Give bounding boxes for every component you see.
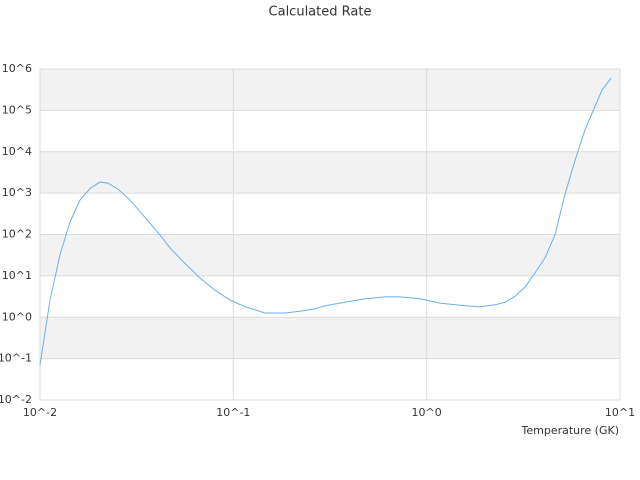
y-tick-label: 10^4 — [2, 145, 32, 158]
chart-title: Calculated Rate — [269, 5, 372, 20]
y-tick-label: 10^-1 — [0, 352, 32, 365]
plot-bands — [40, 69, 620, 359]
x-tick-label: 10^-2 — [23, 406, 57, 419]
y-tick-label: 10^3 — [2, 186, 32, 199]
x-axis-label: Temperature (GK) — [521, 424, 620, 437]
x-tick-label: 10^0 — [412, 406, 442, 419]
y-tick-label: 10^6 — [2, 62, 32, 75]
y-tick-label: 10^1 — [2, 269, 32, 282]
x-tick-label: 10^-1 — [216, 406, 250, 419]
data-line — [39, 77, 612, 366]
band — [40, 69, 620, 111]
y-tick-label: 10^2 — [2, 228, 32, 241]
x-tick-label: 10^1 — [605, 406, 635, 419]
y-tick-label: 10^0 — [2, 310, 32, 323]
band — [40, 234, 620, 276]
band — [40, 151, 620, 194]
y-tick-label: 10^5 — [2, 103, 32, 116]
y-tick-label: 10^-2 — [0, 393, 32, 406]
band — [40, 317, 620, 359]
